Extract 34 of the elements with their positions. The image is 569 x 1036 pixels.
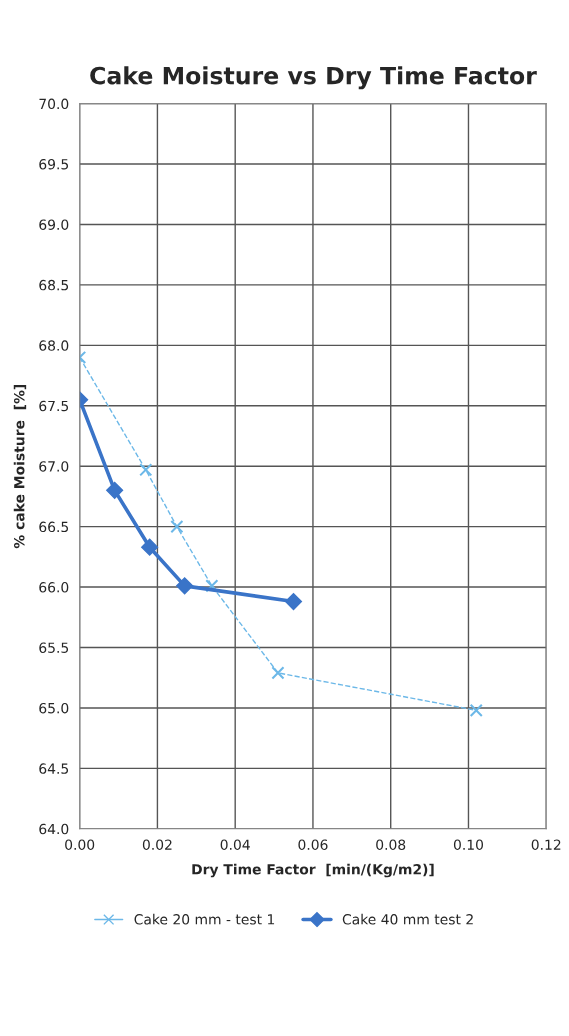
x-tick-label: 0.04 [220, 839, 250, 850]
y-axis-title: % cake Moisture [%] [13, 384, 27, 549]
legend-label: Cake 40 mm test 2 [342, 913, 473, 925]
point [284, 593, 303, 611]
x-tick-label: 0.10 [453, 839, 484, 850]
x-tick-label: 0.12 [531, 839, 561, 850]
point [139, 463, 153, 477]
y-tick-label: 64.0 [39, 823, 69, 835]
legend-label: Cake 20 mm - test 1 [134, 913, 275, 925]
x-tick-label: 0.06 [298, 839, 328, 850]
y-tick-label: 69.5 [39, 159, 69, 170]
point [170, 520, 184, 534]
y-tick-label: 67.0 [39, 461, 69, 472]
x-tick-label: 0.00 [65, 839, 95, 850]
point [469, 703, 483, 717]
point [271, 666, 285, 680]
y-tick-label: 69.0 [39, 219, 69, 230]
y-tick-label: 66.5 [39, 521, 69, 533]
y-tick-label: 67.5 [39, 400, 69, 412]
point [176, 577, 194, 595]
x-tick-label: 0.02 [142, 839, 172, 850]
x-axis-title: Dry Time Factor [min/(Kg/m2)] [192, 863, 434, 878]
y-tick-label: 68.5 [39, 279, 69, 291]
point [106, 481, 124, 499]
point [205, 579, 219, 593]
point [141, 538, 159, 556]
y-tick-label: 65.0 [39, 702, 69, 714]
y-tick-label: 64.5 [39, 763, 69, 774]
x-tick-label: 0.08 [376, 839, 406, 850]
y-tick-label: 65.5 [39, 642, 69, 653]
y-tick-label: 70.0 [39, 98, 69, 110]
y-tick-label: 68.0 [39, 340, 69, 351]
chart-title: Cake Moisture vs Dry Time Factor [90, 66, 537, 90]
y-tick-label: 66.0 [39, 582, 69, 593]
